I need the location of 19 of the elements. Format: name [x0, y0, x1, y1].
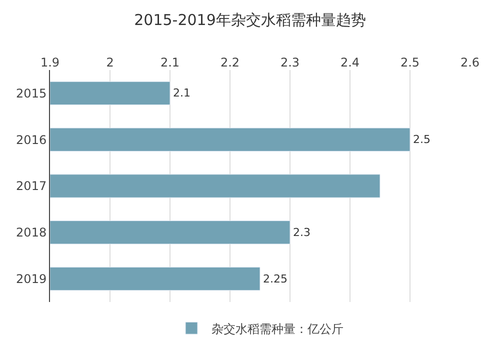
y-tick-label: 2017 [16, 179, 47, 194]
chart-title: 2015-2019年杂交水稻需种量趋势 [134, 10, 366, 29]
x-tick-label: 2.5 [400, 56, 420, 70]
data-label: 2.1 [173, 86, 190, 100]
y-tick-label: 2018 [16, 226, 47, 240]
x-tick-label: 2.6 [460, 56, 480, 70]
x-tick-label: 2.3 [280, 56, 300, 70]
data-label: 2.3 [293, 226, 310, 239]
data-label: 2.25 [263, 272, 288, 286]
x-tick-label: 2 [106, 56, 114, 70]
y-tick-label: 2015 [16, 86, 47, 100]
y-tick-label: 2019 [16, 272, 47, 286]
x-tick-label: 2.2 [220, 56, 240, 70]
legend-label: 杂交水稻需种量：亿公斤 [212, 322, 344, 336]
x-tick-label: 2.1 [160, 56, 180, 70]
data-label: 2.5 [413, 133, 430, 146]
x-tick-label: 2.4 [340, 56, 360, 70]
x-tick-label: 1.9 [40, 56, 60, 70]
y-tick-label: 2016 [16, 132, 47, 147]
